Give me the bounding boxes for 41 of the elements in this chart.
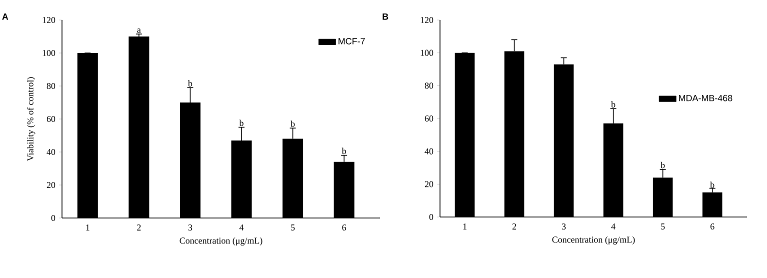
y-tick-label: 40 (46, 148, 56, 156)
y-tick-label: 20 (46, 182, 56, 188)
x-tick-label: 4 (239, 224, 244, 230)
x-tick-label: 3 (188, 224, 192, 231)
annotation: b (188, 80, 192, 86)
x-tick-label: 1 (463, 224, 466, 230)
annotation: b (342, 148, 346, 154)
y-tick-label: 0 (429, 214, 434, 220)
y-tick-label: 60 (424, 115, 434, 122)
x-tick-label: 3 (562, 224, 566, 230)
annotation: b (710, 182, 714, 188)
legend-label: MCF-7 (338, 38, 365, 44)
x-tick-label: 5 (291, 224, 295, 230)
y-tick-label: 20 (424, 181, 434, 188)
y-tick-label: 120 (420, 16, 434, 24)
y-tick-label: 60 (46, 116, 56, 122)
y-axis-title: Viability (% of control) (26, 77, 36, 162)
x-tick-label: 6 (710, 224, 714, 230)
legend-label: MDA-MB-468 (679, 94, 732, 102)
x-tick-label: 2 (137, 224, 141, 230)
chart-title: B (382, 14, 388, 20)
y-tick-label: 80 (424, 82, 434, 89)
y-tick-label: 100 (42, 50, 56, 56)
y-tick-label: 100 (420, 50, 434, 56)
x-tick-label: 4 (611, 224, 616, 230)
x-tick-label: 6 (342, 224, 346, 231)
annotation: b (239, 120, 244, 126)
y-tick-label: 40 (424, 148, 434, 154)
x-tick-label: 1 (86, 224, 90, 230)
annotation: b (290, 120, 295, 127)
x-axis-title: Concentration (μg/mL) (552, 236, 635, 245)
chart-title: A (2, 14, 8, 20)
annotation: a (137, 28, 141, 33)
x-axis-title: Concentration (μg/mL) (180, 237, 262, 246)
x-tick-label: 2 (512, 224, 516, 230)
y-tick-label: 0 (51, 214, 56, 222)
annotation: b (611, 101, 616, 108)
y-tick-label: 80 (46, 82, 56, 90)
x-tick-label: 5 (661, 224, 665, 230)
y-tick-label: 120 (42, 16, 56, 24)
annotation: b (660, 162, 665, 168)
